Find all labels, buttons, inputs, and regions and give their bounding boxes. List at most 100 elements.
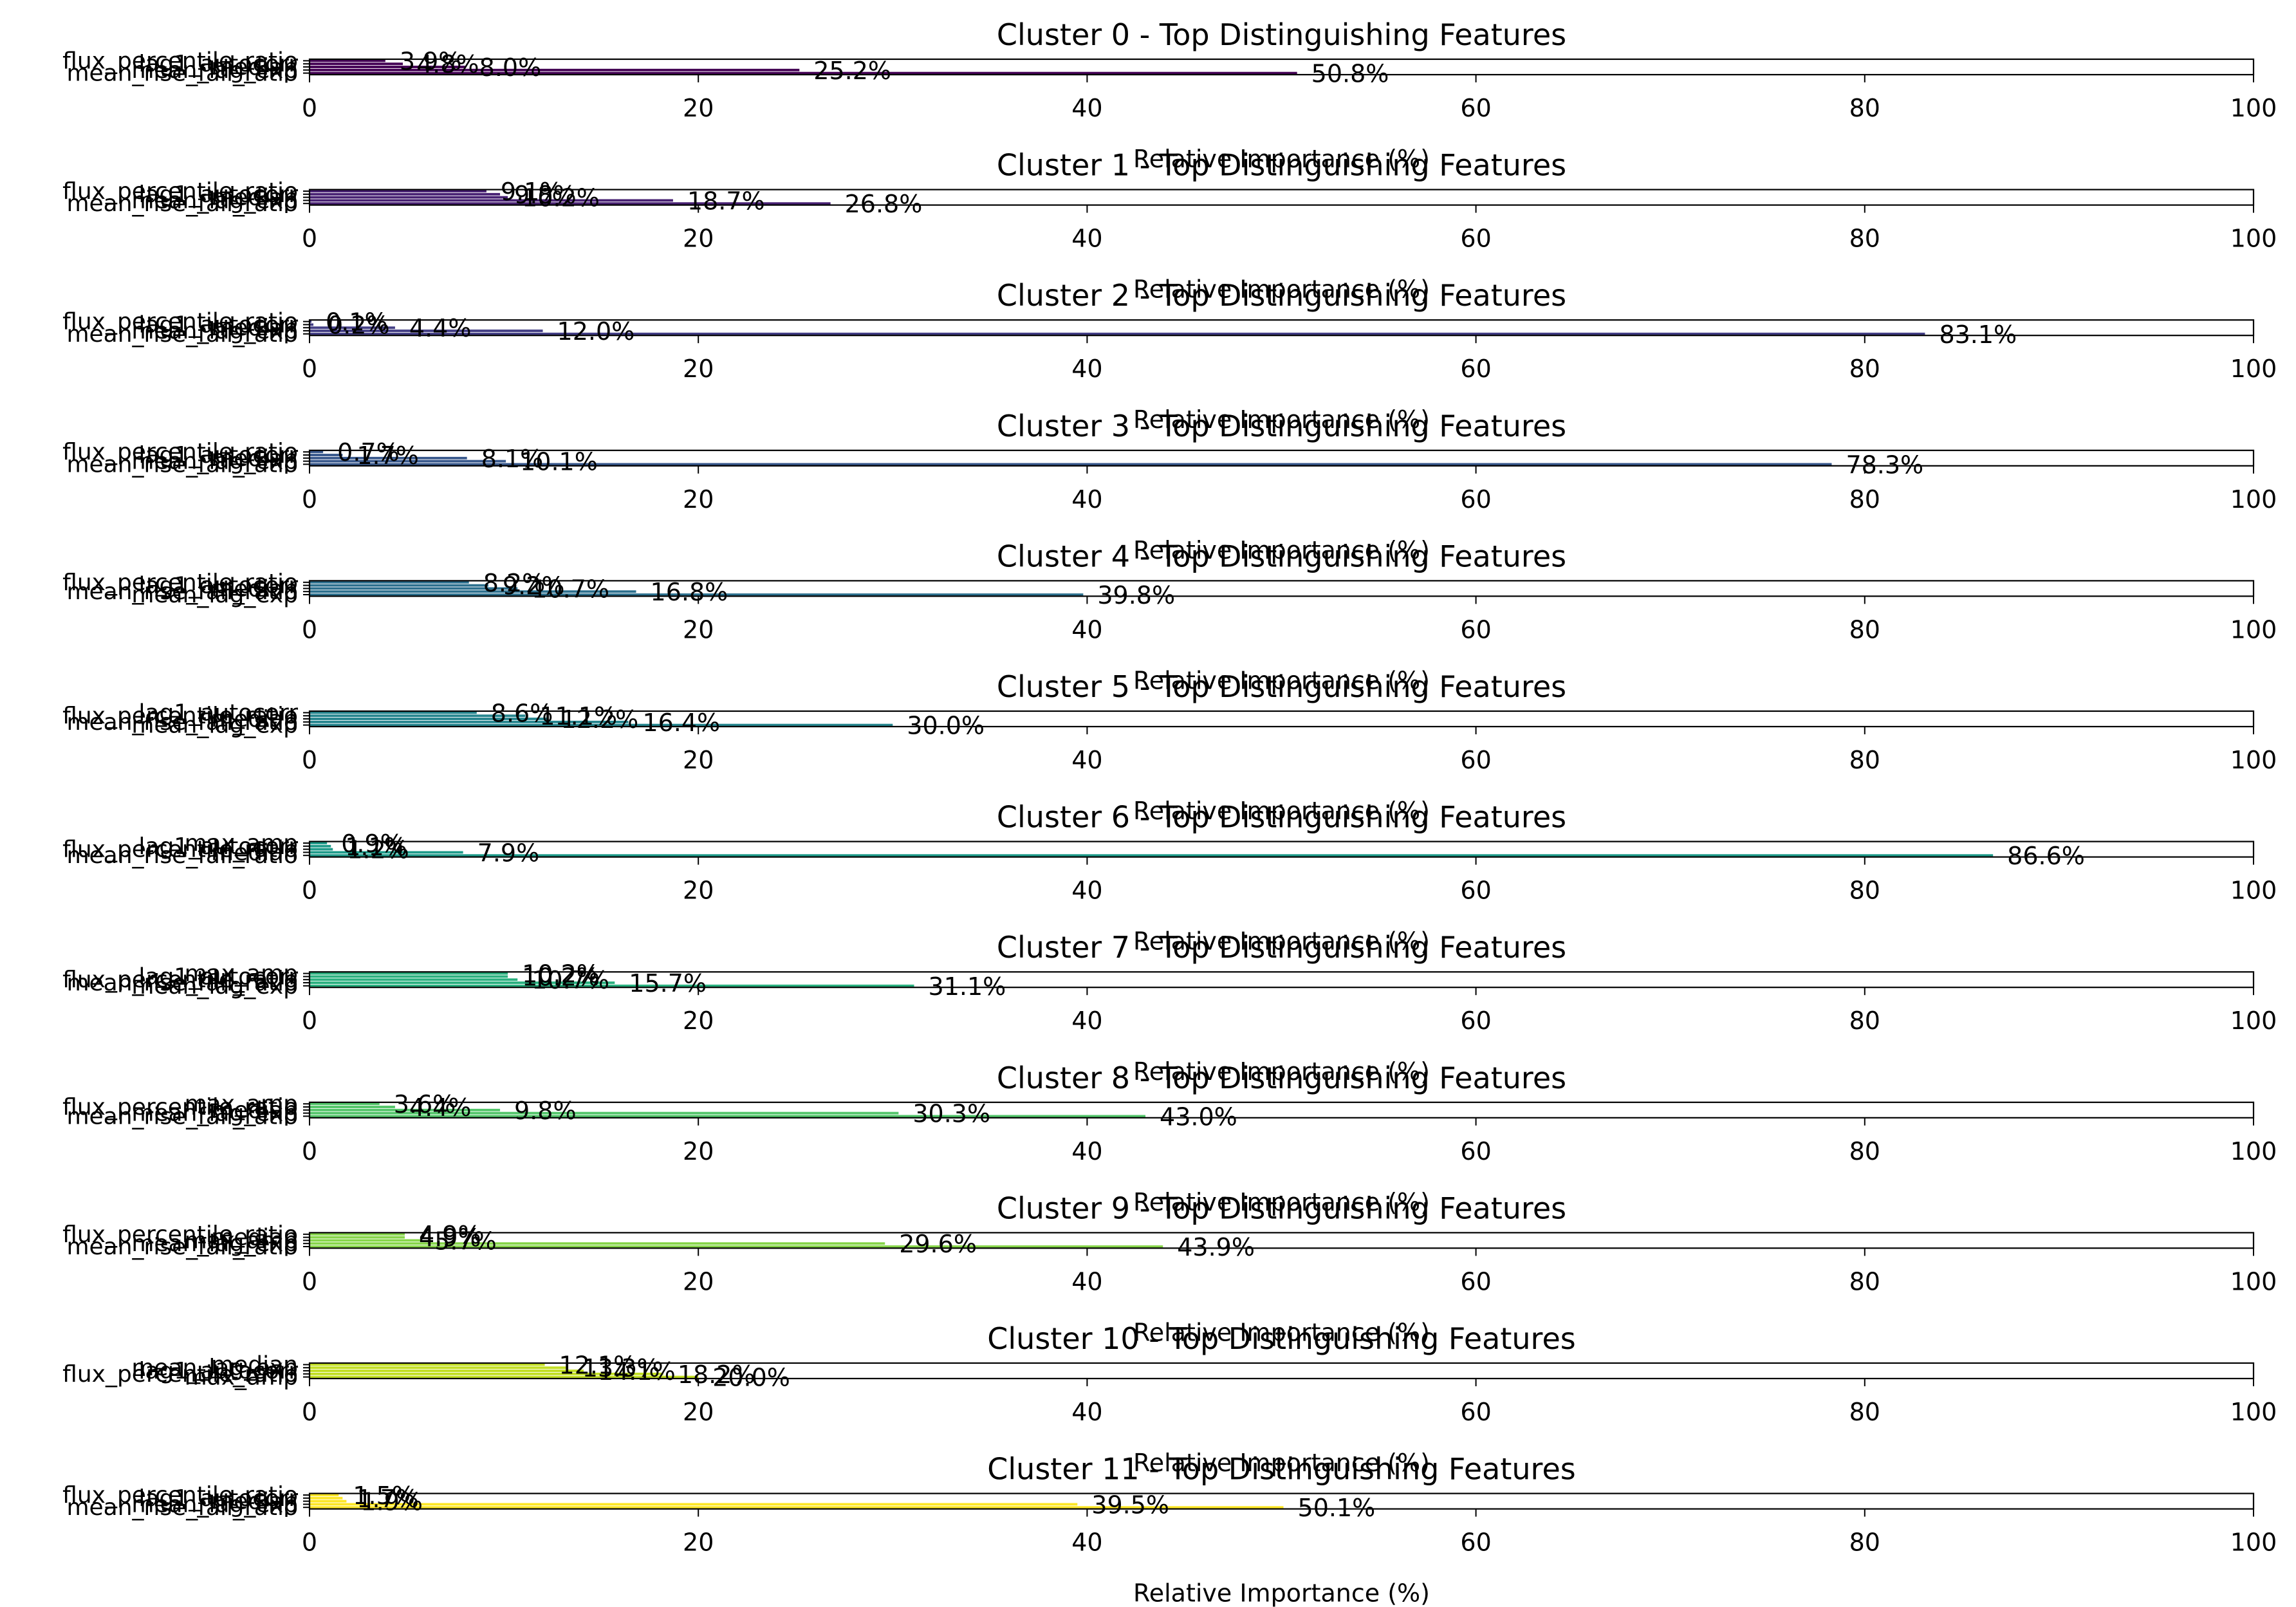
x-tick-label: 60: [1460, 1398, 1491, 1426]
value-label: 1.5%: [353, 1482, 415, 1510]
subplot-cluster-4: Cluster 4 - Top Distinguishing Features 3…: [62, 539, 2277, 694]
bar-lag1_autocorr: [310, 454, 343, 456]
x-tick-label: 80: [1849, 94, 1880, 122]
value-label: 78.3%: [1846, 451, 1923, 479]
value-label: 29.6%: [899, 1230, 977, 1258]
bar-max_amp: [310, 1102, 380, 1106]
y-tick-label: mean_lag_exp: [131, 1355, 298, 1381]
x-tick-label: 20: [683, 1528, 714, 1557]
subplot-title: Cluster 5 - Top Distinguishing Features: [997, 669, 1566, 704]
bar-mean_lag_exp: [310, 1366, 568, 1370]
y-tick-label: mean_rise_fall_ratio: [66, 970, 298, 996]
axes-frame: [308, 1492, 2255, 1510]
x-tick-label: 80: [1849, 877, 1880, 905]
y-tick-label: max_amp: [185, 1091, 298, 1117]
x-tick-label: 40: [1071, 746, 1102, 774]
x-tick-label: 100: [2230, 225, 2277, 253]
y-tick-label: mean_lag_exp: [131, 1231, 298, 1257]
x-tick-label: 20: [683, 877, 714, 905]
x-tick-label: 40: [1071, 355, 1102, 383]
bar-median: [310, 587, 518, 590]
value-label: 20.0%: [712, 1364, 790, 1392]
y-tick-label: mean_rise_fall_ratio: [66, 709, 298, 736]
subplot-title: Cluster 9 - Top Distinguishing Features: [997, 1191, 1566, 1225]
x-tick-label: 100: [2230, 1007, 2277, 1035]
value-label: 4.9%: [419, 1224, 481, 1252]
x-tick-label: 100: [2230, 615, 2277, 644]
bar-median: [310, 718, 547, 720]
value-label: 39.8%: [1097, 581, 1175, 609]
value-label: 1.7%: [356, 1485, 419, 1513]
axes-frame: [308, 1232, 2255, 1249]
x-tick-label: 0: [302, 355, 317, 383]
subplot-title: Cluster 11 - Top Distinguishing Features: [987, 1452, 1575, 1487]
y-tick-label: lag1_autocorr: [138, 1485, 298, 1512]
y-tick-label: mean_rise_fall_ratio: [66, 1494, 298, 1521]
y-tick-label: mean_lag_exp: [131, 973, 298, 999]
x-tick-label: 20: [683, 485, 714, 514]
y-tick-label: lag1_autocorr: [138, 442, 298, 469]
axes-frame: [308, 841, 2255, 858]
x-tick-label: 100: [2230, 355, 2277, 383]
bar-lag1_autocorr: [310, 844, 331, 848]
bar-mean_lag_exp: [310, 330, 543, 332]
bar-mean_lag_exp: [310, 984, 914, 987]
subplot-title: Cluster 2 - Top Distinguishing Features: [997, 278, 1566, 313]
bar-median: [310, 456, 467, 460]
bar-max_amp: [310, 1375, 699, 1379]
bar-max_amp: [310, 972, 508, 975]
bar-lag1_autocorr: [310, 1370, 584, 1372]
x-tick-label: 100: [2230, 94, 2277, 122]
bar-flux_percentile_ratio: [310, 848, 333, 851]
value-label: 5.7%: [434, 1227, 497, 1255]
value-label: 14.1%: [598, 1357, 676, 1386]
subplot-cluster-11: Cluster 11 - Top Distinguishing Features…: [62, 1452, 2277, 1607]
bar-mean_lag_exp: [310, 593, 1084, 596]
y-tick-label: flux_percentile_ratio: [62, 48, 298, 74]
y-tick-label: median: [211, 445, 298, 472]
subplot-title: Cluster 10 - Top Distinguishing Features: [987, 1321, 1575, 1356]
y-tick-label: flux_percentile_ratio: [62, 703, 298, 729]
x-tick-label: 40: [1071, 615, 1102, 644]
y-tick-label: flux_percentile_ratio: [62, 570, 298, 596]
x-tick-label: 80: [1849, 1137, 1880, 1166]
value-label: 3.6%: [394, 1090, 456, 1119]
bar-median: [310, 196, 508, 199]
value-label: 12.2%: [561, 705, 639, 734]
value-label: 9.1%: [501, 178, 563, 206]
axes-frame: [308, 58, 2255, 76]
subplot-cluster-7: Cluster 7 - Top Distinguishing Features 3…: [62, 930, 2277, 1086]
value-label: 8.2%: [483, 569, 546, 597]
bar-lag1_autocorr: [310, 711, 477, 714]
subplot-title: Cluster 3 - Top Distinguishing Features: [997, 409, 1566, 443]
x-tick-label: 80: [1849, 485, 1880, 514]
bar-mean_lag_exp: [310, 68, 800, 71]
bar-mean_rise_fall_ratio: [310, 71, 1297, 75]
y-tick-label: median: [211, 1352, 298, 1378]
y-tick-label: mean_lag_exp: [131, 712, 298, 739]
value-label: 9.8%: [514, 181, 577, 209]
x-axis-label: Relative Importance (%): [1133, 797, 1430, 825]
y-tick-label: mean_lag_exp: [131, 1101, 298, 1127]
subplot-cluster-2: Cluster 2 - Top Distinguishing Features 8…: [62, 278, 2277, 434]
bar-mean_rise_fall_ratio: [310, 1506, 1284, 1509]
subplot-title: Cluster 7 - Top Distinguishing Features: [997, 930, 1566, 965]
axes-frame: [308, 1362, 2255, 1380]
subplot-cluster-3: Cluster 3 - Top Distinguishing Features 7…: [62, 409, 2277, 564]
x-tick-label: 40: [1071, 1137, 1102, 1166]
x-tick-label: 40: [1071, 1007, 1102, 1035]
y-tick-label: median: [211, 54, 298, 80]
bar-max_amp: [310, 1239, 421, 1242]
x-tick-label: 20: [683, 225, 714, 253]
x-tick-label: 20: [683, 1267, 714, 1296]
y-tick-label: flux_percentile_ratio: [62, 309, 298, 335]
y-tick-label: max_amp: [185, 961, 298, 987]
bar-median: [310, 1236, 405, 1239]
x-tick-label: 0: [302, 1528, 317, 1557]
y-tick-label: median: [211, 185, 298, 211]
y-tick-label: flux_percentile_ratio: [62, 1094, 298, 1120]
bar-max_amp: [310, 842, 328, 844]
subplot-cluster-0: Cluster 0 - Top Distinguishing Features 5…: [62, 17, 2277, 173]
x-tick-label: 60: [1460, 877, 1491, 905]
bar-flux_percentile_ratio: [310, 59, 385, 62]
